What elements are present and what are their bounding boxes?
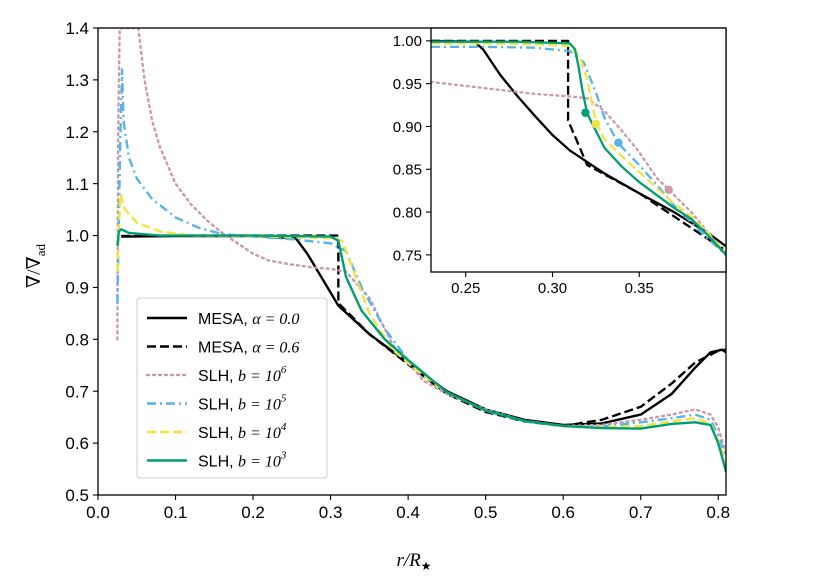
- inset-series-4-line: [431, 45, 726, 256]
- main-y-tick-label: 0.5: [65, 486, 89, 505]
- main-x-tick-label: 0.4: [396, 503, 420, 522]
- inset-marker-3: [591, 119, 601, 129]
- legend-box: [136, 297, 328, 479]
- main-y-tick-label: 1.2: [65, 123, 89, 142]
- main-y-tick-label: 1.0: [65, 227, 89, 246]
- main-x-tick-label: 0.3: [319, 503, 343, 522]
- legend-entry-6-label: SLH, b = 103: [198, 450, 287, 471]
- legend-entry-5-label: SLH, b = 104: [198, 421, 287, 442]
- inset-marker-4: [581, 108, 590, 117]
- legend-entry-4-label: SLH, b = 105: [198, 393, 287, 414]
- inset-x-tick-label: 0.30: [538, 280, 567, 297]
- inset-series-6-line: [431, 40, 726, 256]
- main-series-group: [116, 28, 726, 472]
- inset-y-tick-label: 0.95: [393, 76, 422, 93]
- inset-x-tick-label: 0.35: [625, 280, 654, 297]
- inset-series-group: [431, 39, 726, 257]
- main-y-tick-label: 0.8: [65, 330, 89, 349]
- main-series-3-line: [116, 28, 726, 455]
- x-axis-label: r/R★: [396, 550, 431, 573]
- inset-marker-2: [614, 138, 623, 147]
- main-x-tick-label: 0.8: [706, 503, 730, 522]
- inset-y-tick-label: 1.00: [393, 33, 422, 50]
- inset-y-tick-label: 0.85: [393, 162, 422, 179]
- main-x-tick-label: 0.1: [164, 503, 188, 522]
- main-x-tick-label: 0.2: [241, 503, 265, 522]
- main-y-tick-label: 1.1: [65, 175, 89, 194]
- inset-y-tick-label: 0.80: [393, 204, 422, 221]
- main-x-tick-label: 0.0: [86, 503, 110, 522]
- inset-y-tick-label: 0.90: [393, 119, 422, 136]
- main-y-tick-label: 1.3: [65, 71, 89, 90]
- main-x-tick-label: 0.7: [629, 503, 653, 522]
- y-axis-label: ∇/∇ad: [24, 243, 48, 288]
- legend-entry-3-label: SLH, b = 106: [198, 364, 287, 385]
- main-x-tick-label: 0.6: [551, 503, 575, 522]
- main-series-6-line: [116, 228, 726, 472]
- inset-series-2-line: [431, 39, 726, 252]
- main-y-tick-label: 0.9: [65, 279, 89, 298]
- inset-y-tick-label: 0.75: [393, 247, 422, 264]
- main-x-tick-label: 0.5: [474, 503, 498, 522]
- main-plot-area: 0.0 0.1 0.2 0.3 0.4 0.5 0.6 0.7 0.80.50.60.70.80…: [65, 19, 730, 522]
- main-series-5-line: [116, 192, 726, 465]
- inset-plot-area: 0.25 0.30 0.35 0.75 0.80 0.85 0.90 0.95 1.00: [393, 27, 727, 297]
- inset-series-5-line: [431, 42, 726, 254]
- main-y-tick-label: 0.7: [65, 382, 89, 401]
- inset-marker-1: [664, 185, 673, 195]
- main-y-tick-label: 0.6: [65, 434, 89, 453]
- legend-entry-1-label: MESA, α = 0.0: [198, 311, 299, 328]
- main-y-tick-label: 1.4: [65, 19, 89, 38]
- legend: MESA, α = 0.0 MESA, α = 0.6 SLH, b = 106 SL…: [136, 297, 328, 479]
- inset-x-tick-label: 0.25: [451, 280, 480, 297]
- inset-series-3-line: [431, 80, 726, 257]
- inset-series-1-line: [431, 39, 726, 248]
- inset-frame: [430, 27, 727, 273]
- legend-entry-2-label: MESA, α = 0.6: [198, 340, 299, 357]
